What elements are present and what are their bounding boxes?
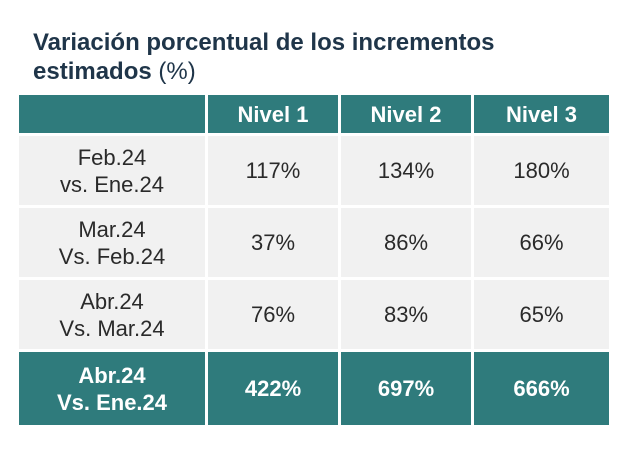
row-label-line2: Vs. Mar.24 <box>59 315 165 341</box>
cell-value: 76% <box>208 280 341 352</box>
total-label-line2: Vs. Ene.24 <box>56 389 168 415</box>
total-value: 666% <box>474 352 609 425</box>
row-label-line1: Abr.24 <box>80 288 144 314</box>
row-label: Abr.24 Vs. Mar.24 <box>19 280 208 352</box>
table-title-unit: (%) <box>158 58 196 85</box>
cell-value: 37% <box>208 208 341 280</box>
cell-value: 180% <box>474 136 609 208</box>
cell-value: 117% <box>208 136 341 208</box>
cell-value: 83% <box>341 280 474 352</box>
header-nivel-2: Nivel 2 <box>341 95 474 136</box>
row-label-line1: Mar.24 <box>78 216 146 242</box>
cell-value: 86% <box>341 208 474 280</box>
row-label: Feb.24 vs. Ene.24 <box>19 136 208 208</box>
row-label-line1: Feb.24 <box>77 144 147 170</box>
increments-table: Nivel 1 Nivel 2 Nivel 3 Feb.24 vs. Ene.2… <box>19 95 609 425</box>
row-label-line2: Vs. Feb.24 <box>58 243 166 269</box>
row-label: Mar.24 Vs. Feb.24 <box>19 208 208 280</box>
cell-value: 66% <box>474 208 609 280</box>
header-corner <box>19 95 208 136</box>
cell-value: 65% <box>474 280 609 352</box>
total-value: 697% <box>341 352 474 425</box>
total-label-line1: Abr.24 <box>78 362 146 388</box>
cell-value: 134% <box>341 136 474 208</box>
row-label-line2: vs. Ene.24 <box>60 171 164 197</box>
total-row-label: Abr.24 Vs. Ene.24 <box>19 352 208 425</box>
table-title: Variación porcentual de los incrementos … <box>33 28 613 86</box>
header-nivel-3: Nivel 3 <box>474 95 609 136</box>
header-nivel-1: Nivel 1 <box>208 95 341 136</box>
table-title-text: Variación porcentual de los incrementos … <box>33 29 495 85</box>
total-value: 422% <box>208 352 341 425</box>
